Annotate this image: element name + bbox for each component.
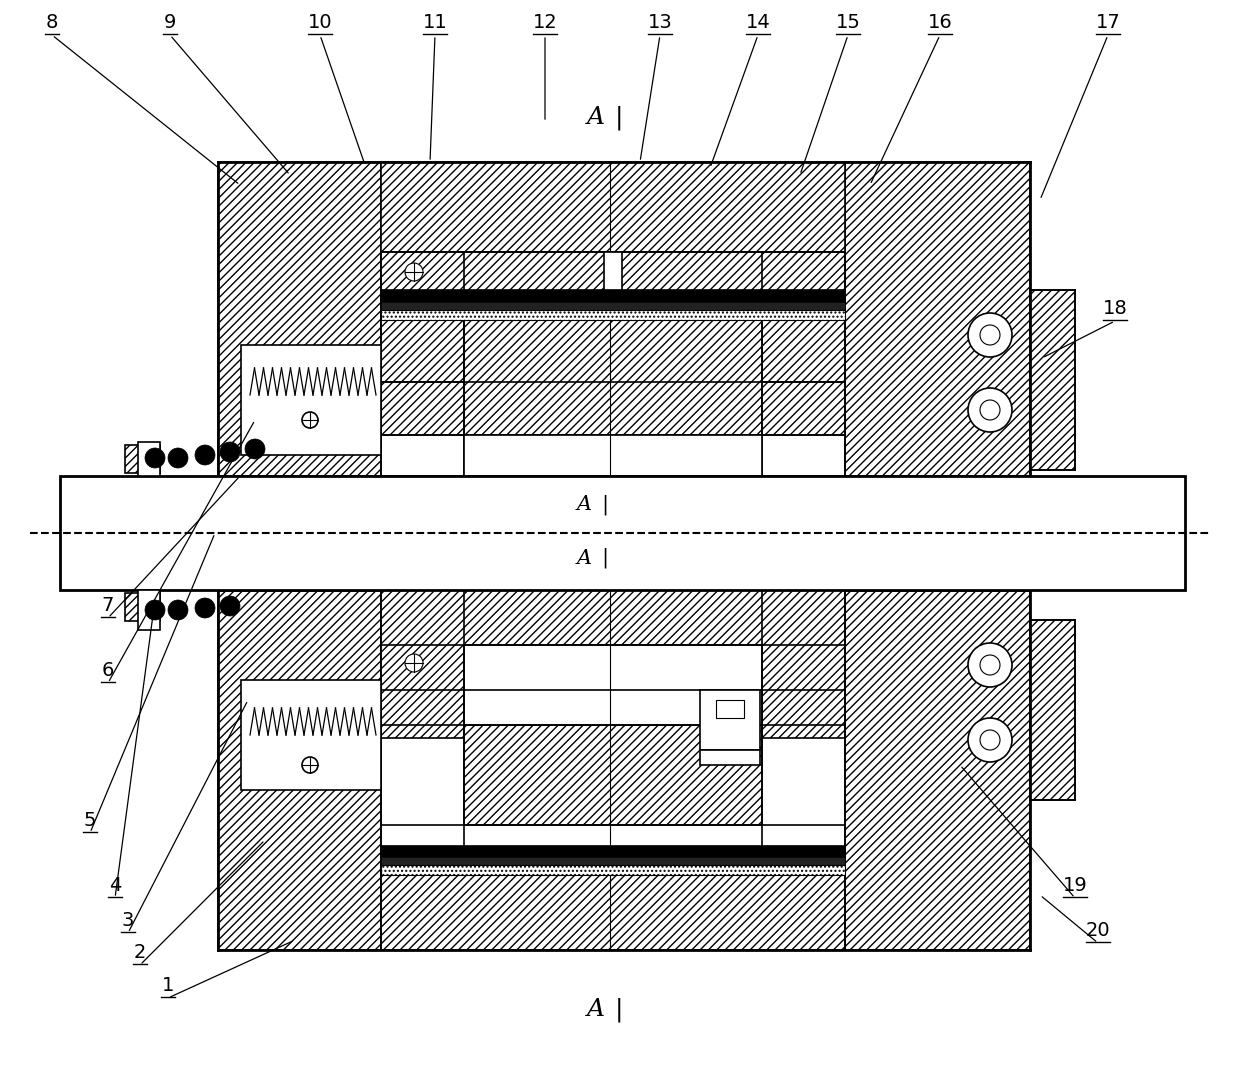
Bar bbox=[464, 320, 763, 435]
Circle shape bbox=[980, 400, 999, 420]
Bar bbox=[381, 302, 844, 310]
Bar bbox=[381, 310, 844, 320]
Text: 13: 13 bbox=[647, 13, 672, 32]
Bar bbox=[844, 590, 1030, 950]
Bar bbox=[125, 593, 160, 622]
Circle shape bbox=[968, 313, 1012, 357]
Bar bbox=[381, 857, 844, 865]
Bar bbox=[381, 590, 464, 738]
Text: |: | bbox=[601, 495, 608, 516]
Circle shape bbox=[980, 325, 999, 345]
Bar bbox=[464, 645, 763, 725]
Circle shape bbox=[980, 655, 999, 675]
Bar bbox=[241, 345, 381, 455]
Bar bbox=[763, 590, 844, 738]
Bar bbox=[763, 382, 844, 435]
Circle shape bbox=[219, 596, 241, 616]
Circle shape bbox=[303, 757, 317, 773]
Circle shape bbox=[968, 388, 1012, 432]
Bar bbox=[125, 445, 160, 473]
Text: 16: 16 bbox=[928, 13, 952, 32]
Text: 18: 18 bbox=[1102, 299, 1127, 318]
Text: |: | bbox=[601, 548, 608, 569]
Circle shape bbox=[246, 439, 265, 459]
Circle shape bbox=[145, 448, 165, 468]
Bar bbox=[1030, 290, 1075, 470]
Bar bbox=[701, 750, 760, 765]
Text: 9: 9 bbox=[164, 13, 176, 32]
Text: 11: 11 bbox=[423, 13, 448, 32]
Text: A: A bbox=[587, 107, 605, 129]
Circle shape bbox=[968, 643, 1012, 687]
Circle shape bbox=[195, 445, 215, 465]
Text: A: A bbox=[577, 495, 591, 515]
Bar bbox=[381, 162, 844, 252]
Bar bbox=[241, 680, 381, 790]
Bar bbox=[381, 845, 844, 857]
Polygon shape bbox=[138, 590, 160, 630]
Bar bbox=[464, 725, 763, 825]
Circle shape bbox=[405, 263, 423, 281]
Bar bbox=[381, 290, 844, 302]
Text: |: | bbox=[615, 106, 624, 131]
Bar bbox=[381, 590, 844, 645]
Text: 2: 2 bbox=[134, 943, 146, 962]
Text: A: A bbox=[587, 998, 605, 1022]
Circle shape bbox=[405, 654, 423, 672]
Text: 12: 12 bbox=[533, 13, 557, 32]
Text: 17: 17 bbox=[1096, 13, 1121, 32]
Bar bbox=[60, 476, 1185, 590]
Circle shape bbox=[303, 412, 317, 428]
Bar bbox=[715, 700, 744, 718]
Text: 3: 3 bbox=[122, 911, 134, 930]
Bar bbox=[381, 252, 844, 414]
Text: 8: 8 bbox=[46, 13, 58, 32]
Text: 5: 5 bbox=[84, 811, 97, 830]
Bar bbox=[381, 865, 844, 875]
Circle shape bbox=[195, 598, 215, 618]
Text: 19: 19 bbox=[1063, 876, 1087, 894]
Circle shape bbox=[167, 448, 188, 468]
Bar bbox=[1030, 620, 1075, 800]
Bar bbox=[464, 645, 763, 725]
Circle shape bbox=[968, 718, 1012, 762]
Bar bbox=[381, 252, 464, 382]
Bar bbox=[381, 382, 464, 435]
Bar bbox=[464, 435, 763, 476]
Text: A: A bbox=[577, 548, 591, 568]
Circle shape bbox=[219, 442, 241, 462]
Bar bbox=[701, 689, 760, 750]
Text: |: | bbox=[615, 998, 624, 1022]
Text: 14: 14 bbox=[745, 13, 770, 32]
Text: 15: 15 bbox=[836, 13, 861, 32]
Polygon shape bbox=[138, 442, 160, 476]
Text: 10: 10 bbox=[308, 13, 332, 32]
Text: 6: 6 bbox=[102, 661, 114, 680]
Text: 4: 4 bbox=[109, 876, 122, 894]
Text: 7: 7 bbox=[102, 596, 114, 615]
Bar bbox=[763, 252, 844, 382]
Bar bbox=[844, 162, 1030, 476]
Text: 1: 1 bbox=[161, 976, 174, 995]
Bar bbox=[604, 252, 622, 290]
Text: 20: 20 bbox=[1086, 921, 1110, 940]
Bar bbox=[218, 590, 381, 950]
Circle shape bbox=[980, 730, 999, 750]
Circle shape bbox=[167, 600, 188, 620]
Bar bbox=[218, 162, 381, 476]
Circle shape bbox=[145, 600, 165, 620]
Bar bbox=[381, 860, 844, 950]
